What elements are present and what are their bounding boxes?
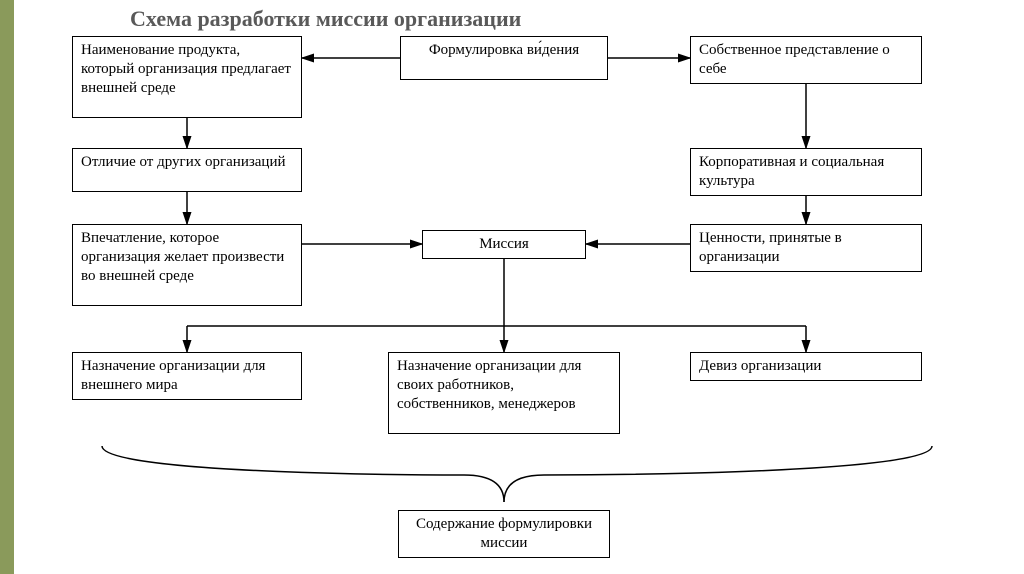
node-impression: Впечатление, которое организация желает … [72, 224, 302, 306]
accent-bar [0, 0, 14, 574]
flowchart: Формулировка ви́дения Наименование продук… [72, 36, 978, 566]
node-self: Собственное представление о себе [690, 36, 922, 84]
node-culture: Корпоративная и социальная культура [690, 148, 922, 196]
node-motto: Девиз организации [690, 352, 922, 381]
node-ext_purpose: Назначение организации для внешнего мира [72, 352, 302, 400]
node-vision: Формулировка ви́дения [400, 36, 608, 80]
node-product: Наименование продукта, который организац… [72, 36, 302, 118]
page-title: Схема разработки миссии организации [130, 6, 521, 32]
node-content: Содержание формулировки миссии [398, 510, 610, 558]
node-diff: Отличие от других организаций [72, 148, 302, 192]
node-int_purpose: Назначение организации для своих работни… [388, 352, 620, 434]
node-mission: Миссия [422, 230, 586, 259]
node-values: Ценности, принятые в организации [690, 224, 922, 272]
